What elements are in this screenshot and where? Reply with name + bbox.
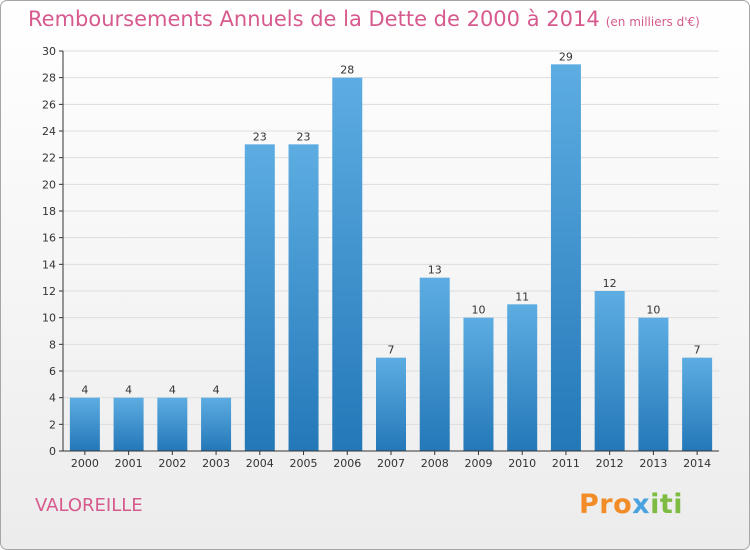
x-tick-label: 2013 xyxy=(639,457,667,470)
x-tick-label: 2006 xyxy=(333,457,361,470)
bar-2000 xyxy=(69,397,100,451)
x-tick-label: 2011 xyxy=(552,457,580,470)
bar-value-label: 7 xyxy=(694,344,701,357)
y-tick-label: 10 xyxy=(42,312,56,325)
bar-value-label: 4 xyxy=(213,384,220,397)
bar-value-label: 13 xyxy=(428,264,442,277)
y-tick-label: 14 xyxy=(42,258,56,271)
x-tick-label: 2003 xyxy=(202,457,230,470)
x-tick-label: 2010 xyxy=(508,457,536,470)
x-tick-label: 2007 xyxy=(377,457,405,470)
bar-2013 xyxy=(638,317,669,451)
y-tick-label: 16 xyxy=(42,232,56,245)
y-tick-label: 12 xyxy=(42,285,56,298)
bar-2003 xyxy=(201,397,232,451)
y-tick-label: 4 xyxy=(49,392,56,405)
x-tick-label: 2000 xyxy=(71,457,99,470)
x-tick-label: 2004 xyxy=(246,457,274,470)
bar-2009 xyxy=(463,317,494,451)
x-tick-label: 2008 xyxy=(421,457,449,470)
bar-value-label: 29 xyxy=(559,50,573,63)
bar-value-label: 4 xyxy=(125,384,132,397)
y-tick-label: 6 xyxy=(49,365,56,378)
bar-value-label: 7 xyxy=(388,344,395,357)
bar-2008 xyxy=(419,277,450,451)
logo-part-3: iti xyxy=(650,489,683,520)
x-tick-label: 2001 xyxy=(115,457,143,470)
proxiti-logo: Proxiti xyxy=(579,489,683,520)
y-tick-label: 30 xyxy=(42,45,56,58)
bar-value-label: 23 xyxy=(297,130,311,143)
bar-value-label: 12 xyxy=(603,277,617,290)
bar-value-label: 4 xyxy=(81,384,88,397)
y-tick-label: 18 xyxy=(42,205,56,218)
bar-2006 xyxy=(332,77,363,452)
bar-2007 xyxy=(376,357,406,451)
bar-value-label: 4 xyxy=(169,384,176,397)
bar-2004 xyxy=(244,144,275,452)
x-tick-label: 2012 xyxy=(596,457,624,470)
bar-2005 xyxy=(288,144,319,452)
y-tick-label: 24 xyxy=(42,125,56,138)
y-tick-label: 8 xyxy=(49,338,56,351)
bar-2002 xyxy=(157,397,188,451)
x-tick-label: 2009 xyxy=(464,457,492,470)
y-tick-label: 28 xyxy=(42,72,56,85)
bar-2010 xyxy=(507,304,538,451)
logo-part-1: Pro xyxy=(579,489,633,520)
y-tick-label: 22 xyxy=(42,152,56,165)
bar-value-label: 10 xyxy=(471,304,485,317)
x-tick-label: 2002 xyxy=(158,457,186,470)
bar-value-label: 28 xyxy=(340,64,354,77)
y-tick-label: 2 xyxy=(49,418,56,431)
chart-title-main: Remboursements Annuels de la Dette de 20… xyxy=(28,7,600,31)
y-tick-label: 20 xyxy=(42,178,56,191)
bars: 4 4 4 4 23 23 28 7 13 10 11 29 12 10 7 xyxy=(69,50,713,452)
x-tick-label: 2005 xyxy=(290,457,318,470)
bar-2001 xyxy=(113,397,144,451)
bar-value-label: 10 xyxy=(646,304,660,317)
commune-name: VALOREILLE xyxy=(35,495,143,516)
bar-2012 xyxy=(594,291,625,451)
chart-subtitle: (en milliers d'€) xyxy=(605,15,700,29)
bar-2011 xyxy=(550,64,581,452)
bar-2014 xyxy=(682,357,713,451)
bar-value-label: 11 xyxy=(515,290,529,303)
logo-part-2: x xyxy=(632,489,651,520)
y-tick-label: 26 xyxy=(42,98,56,111)
bar-value-label: 23 xyxy=(253,130,267,143)
x-tick-label: 2014 xyxy=(683,457,711,470)
y-tick-label: 0 xyxy=(49,445,56,458)
chart-title: Remboursements Annuels de la Dette de 20… xyxy=(28,7,700,31)
